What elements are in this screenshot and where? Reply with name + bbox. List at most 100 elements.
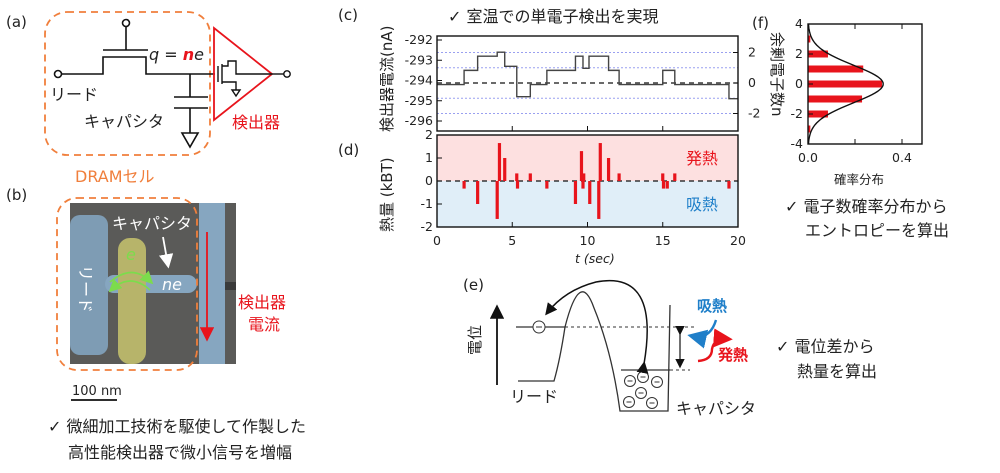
heat-absorb-label: 吸熱 xyxy=(686,195,718,214)
panel-b-micrograph: (b) キャパシタ リード e ne 検出器 電流 100 nm ✓ 微細加工技… xyxy=(6,186,306,462)
lead-label-e: リード xyxy=(510,387,558,406)
caption-f-2: エントロピーを算出 xyxy=(805,221,949,240)
panel-f-distribution: (f) 余剰電子数n 4 2 0 -2 -40.0 0.4 確率分布 ✓ 電子数確率分布か… xyxy=(752,14,949,240)
heat-bar xyxy=(476,181,480,204)
tunneling-arrow xyxy=(545,279,649,374)
x-tick-label: 0.0 xyxy=(798,150,818,165)
y-tick-label: 2 xyxy=(795,46,803,61)
probability-bar xyxy=(808,35,811,43)
gate-electrode xyxy=(118,238,146,364)
y-tick-label: 1 xyxy=(425,150,433,165)
heat-bar xyxy=(515,181,520,189)
heat-bar xyxy=(582,173,586,181)
panel-a-circuit: (a) q = ne リード キャパシタ xyxy=(6,11,291,186)
panel-d-heat-bars: (d) 熱量 (kBT) 発熱 吸熱 210-1-20 5 10 15 20 t (se… xyxy=(338,127,746,266)
probability-bar xyxy=(808,80,883,88)
y-tick-label: -293 xyxy=(405,52,433,67)
panel-c-current-trace: (c) ✓ 室温での単電子検出を実現 検出器電流(nA) -292 -293 -29… xyxy=(338,6,760,132)
y-tick-label: 0 xyxy=(425,173,433,188)
probability-bar xyxy=(808,65,864,73)
heat-bar xyxy=(661,181,666,189)
heat-bar xyxy=(588,181,592,204)
y-tick-label: -2 xyxy=(791,106,803,121)
caption-b-2: 高性能検出器で微小信号を増幅 xyxy=(68,443,292,462)
heat-bar xyxy=(665,181,669,189)
x-tick-label: 5 xyxy=(508,233,516,248)
caption-b-1: ✓ 微細加工技術を駆使して作製した xyxy=(48,417,306,436)
charge-equation: q = ne xyxy=(149,45,204,64)
charge-label-b: ne xyxy=(162,275,182,294)
x-tick-label: 10 xyxy=(580,233,596,248)
x-tick-label: 0.4 xyxy=(892,150,912,165)
panel-d-label: (d) xyxy=(338,141,359,159)
panel-c-label: (c) xyxy=(338,6,358,24)
scale-bar-label: 100 nm xyxy=(72,384,122,399)
y-tick-label: -294 xyxy=(405,73,433,88)
heat-release-label: 発熱 xyxy=(686,149,718,168)
heat-bar xyxy=(462,181,466,189)
heat-bar xyxy=(573,181,578,204)
y-tick-label: -296 xyxy=(405,113,433,128)
lead-electrode xyxy=(70,215,108,355)
heat-release-arrow xyxy=(697,328,733,363)
y-tick-label: -295 xyxy=(405,93,433,108)
heat-bar xyxy=(598,143,602,181)
right-tick-label: -2 xyxy=(748,106,760,121)
y-tick-label: 2 xyxy=(425,127,433,142)
probability-bar xyxy=(808,125,811,133)
probability-bar xyxy=(808,110,828,118)
x-tick-label: 20 xyxy=(730,233,746,248)
electron-label: e xyxy=(126,245,136,264)
caption-f-1: ✓ 電子数確率分布から xyxy=(785,197,948,216)
detector-channel xyxy=(199,203,225,364)
heat-bar xyxy=(515,173,519,181)
heat-absorb-label-e: 吸熱 xyxy=(697,297,727,315)
panel-f-ylabel: 余剰電子数n xyxy=(768,32,786,117)
capacitor-symbol xyxy=(174,74,208,149)
dram-cell-box-b xyxy=(56,197,198,371)
dram-cell-label: DRAMセル xyxy=(75,167,155,186)
y-tick-label: 0 xyxy=(795,76,803,91)
probability-bar xyxy=(808,50,828,58)
capacitor-label: キャパシタ xyxy=(84,112,164,131)
gaussian-fit-curve xyxy=(807,23,884,145)
heat-bar xyxy=(661,173,665,181)
current-trace-line xyxy=(437,51,738,100)
charge-n: n xyxy=(183,45,194,64)
heat-bar xyxy=(597,181,601,219)
y-tick-label: -4 xyxy=(791,136,804,151)
panel-f-label: (f) xyxy=(752,14,769,32)
potential-label: 電位 xyxy=(466,325,484,355)
detector-amplifier-symbol xyxy=(213,26,291,122)
transistor-symbol xyxy=(53,18,215,79)
heat-bar xyxy=(727,181,731,189)
panel-a-label: (a) xyxy=(6,13,27,31)
y-tick-label: 4 xyxy=(795,16,803,31)
heat-bar xyxy=(495,181,499,219)
capacitor-label-b: キャパシタ xyxy=(112,214,192,233)
dram-cell-box xyxy=(44,11,211,156)
probability-bar xyxy=(808,95,863,103)
charge-e: e xyxy=(194,45,204,64)
panel-c-title: ✓ 室温での単電子検出を実現 xyxy=(448,7,659,26)
panel-c-ylabel: 検出器電流(nA) xyxy=(378,26,396,132)
lead-label: リード xyxy=(50,85,98,104)
panel-b-label: (b) xyxy=(6,186,27,204)
right-tick-label: 0 xyxy=(748,75,756,90)
x-tick-label: 15 xyxy=(655,233,671,248)
capacitor-pointer-arrow xyxy=(159,236,174,269)
detector-current-label-2: 電流 xyxy=(248,315,280,334)
caption-e-2: 熱量を算出 xyxy=(797,362,877,381)
caption-e-1: ✓ 電位差から xyxy=(776,337,875,356)
heat-bar xyxy=(503,158,507,181)
detector-gap xyxy=(225,282,236,290)
tunneling-arrow-left xyxy=(108,278,151,293)
heat-bar xyxy=(617,173,621,181)
lead-label-b: リード xyxy=(76,265,95,313)
y-tick-label: -1 xyxy=(421,196,433,211)
panel-d-ylabel: 熱量 (kBT) xyxy=(378,157,396,232)
heat-bar xyxy=(581,181,585,189)
panel-e-label: (e) xyxy=(463,276,484,294)
heat-bar xyxy=(673,173,677,181)
